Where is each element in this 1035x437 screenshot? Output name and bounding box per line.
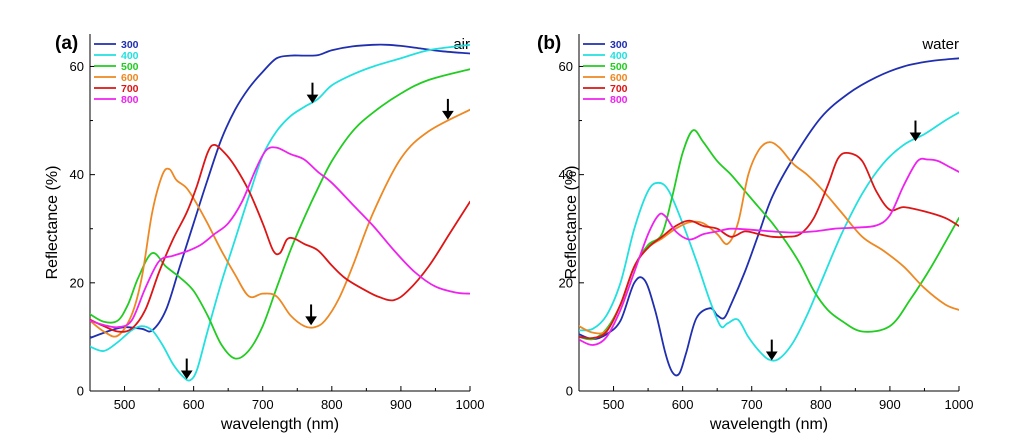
legend-label: 800: [610, 94, 628, 106]
y-tick-label: 60: [559, 59, 573, 74]
x-tick-label: 700: [741, 397, 763, 412]
legend-label: 400: [121, 50, 139, 62]
arrow-annotation-head: [305, 316, 317, 326]
y-tick-label: 20: [559, 275, 573, 290]
arrow-annotation-head: [306, 94, 319, 104]
legend-label: 600: [121, 72, 139, 84]
x-tick-label: 500: [603, 397, 625, 412]
arrow-annotation-head: [180, 370, 193, 380]
legend-label: 300: [610, 39, 628, 51]
panel-label: (a): [55, 33, 78, 54]
condition-label: air: [453, 36, 470, 53]
x-tick-label: 900: [879, 397, 901, 412]
series-line-700: [579, 151, 959, 340]
legend-label: 500: [121, 61, 139, 73]
series-line-500: [579, 129, 959, 341]
series-line-600: [90, 108, 470, 338]
legend-label: 500: [610, 61, 628, 73]
legend-label: 700: [121, 83, 139, 95]
y-axis-title: Reflectance (%): [44, 166, 61, 280]
y-tick-label: 60: [70, 59, 84, 74]
x-tick-label: 800: [321, 397, 343, 412]
y-tick-label: 0: [77, 384, 84, 399]
x-axis-title: wavelength (nm): [220, 416, 339, 433]
y-tick-label: 20: [70, 275, 84, 290]
condition-label: water: [921, 36, 959, 53]
series-line-500: [90, 68, 470, 360]
y-tick-label: 0: [566, 384, 573, 399]
arrow-annotation-head: [765, 351, 778, 361]
legend-label: 400: [610, 50, 628, 62]
x-tick-label: 600: [183, 397, 205, 412]
x-tick-label: 500: [114, 397, 136, 412]
x-axis-title: wavelength (nm): [709, 416, 828, 433]
y-tick-label: 40: [559, 167, 573, 182]
x-tick-label: 900: [390, 397, 412, 412]
legend-label: 800: [121, 94, 139, 106]
y-axis-title: Reflectance (%): [563, 166, 580, 280]
y-tick-label: 40: [70, 167, 84, 182]
series-line-400: [579, 111, 959, 362]
series-line-300: [90, 43, 470, 339]
panel-label: (b): [537, 33, 561, 54]
series-line-300: [579, 57, 959, 377]
series-line-800: [579, 157, 959, 346]
series-line-400: [90, 43, 470, 382]
arrow-annotation-head: [442, 110, 454, 120]
legend-label: 700: [610, 83, 628, 95]
x-tick-label: 1000: [456, 397, 485, 412]
x-tick-label: 1000: [945, 397, 974, 412]
series-line-800: [90, 146, 470, 329]
legend-label: 600: [610, 72, 628, 84]
arrow-annotation-head: [909, 132, 922, 142]
series-line-700: [90, 144, 470, 333]
series-line-600: [579, 141, 959, 335]
x-tick-label: 600: [672, 397, 694, 412]
legend-label: 300: [121, 39, 139, 51]
x-tick-label: 700: [252, 397, 274, 412]
x-tick-label: 800: [810, 397, 832, 412]
